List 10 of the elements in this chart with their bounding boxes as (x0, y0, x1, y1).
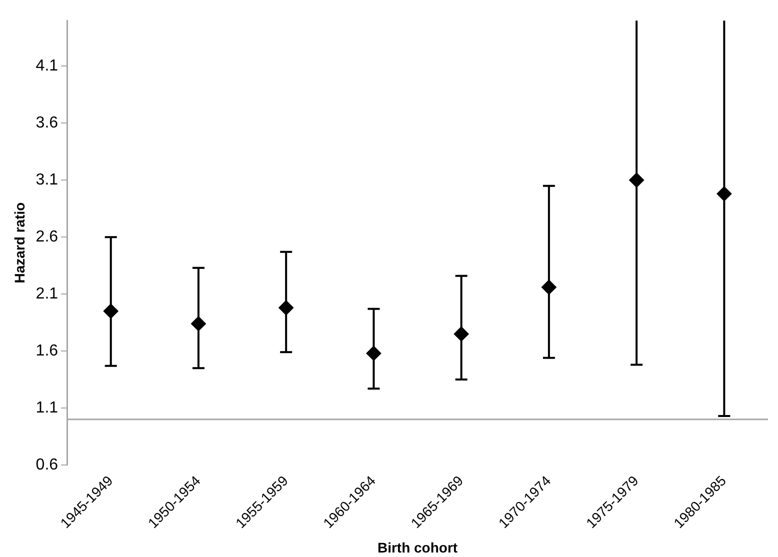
y-tick-label: 1.1 (36, 399, 58, 416)
y-tick-label: 2.6 (36, 228, 58, 246)
y-tick-label: 0.6 (36, 456, 58, 474)
y-tick-label: 2.1 (36, 285, 58, 302)
y-tick-label: 3.6 (36, 114, 58, 132)
y-tick-label: 4.1 (36, 58, 58, 75)
x-axis-title: Birth cohort (377, 539, 458, 556)
y-tick-label: 3.1 (36, 172, 58, 189)
y-axis-title: Hazard ratio (11, 202, 28, 284)
y-tick-label: 1.6 (36, 342, 58, 360)
